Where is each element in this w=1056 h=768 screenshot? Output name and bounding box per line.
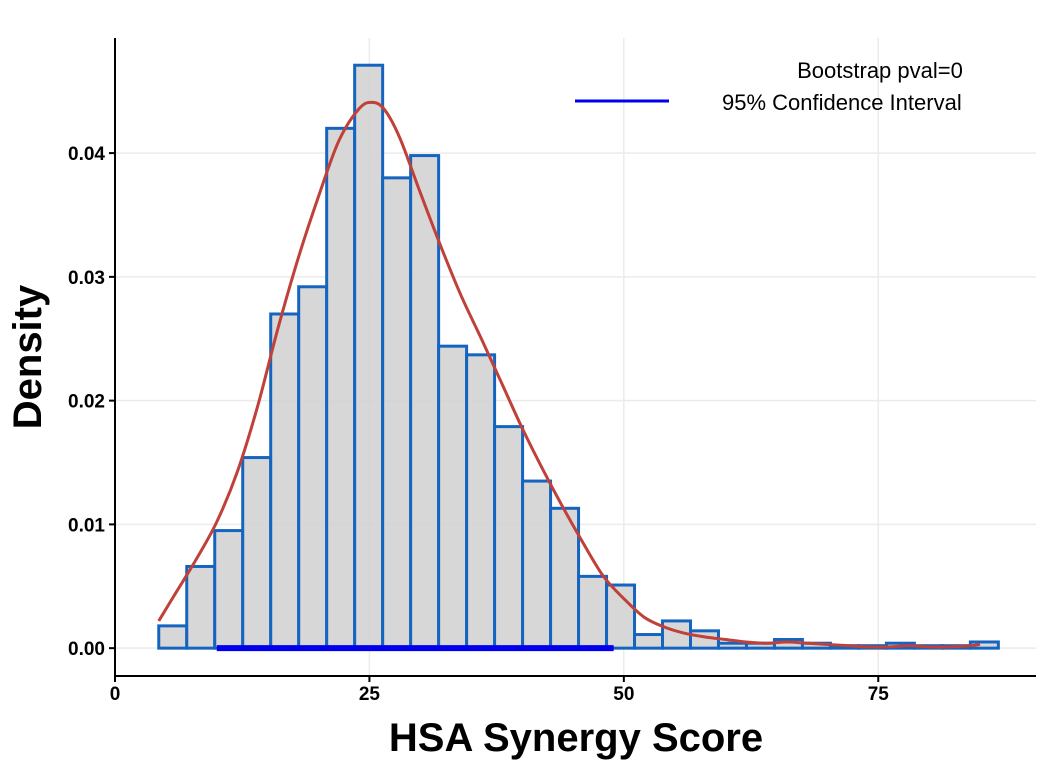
histogram-bar [716,641,748,650]
histogram-bar [325,126,357,650]
density-curve [157,100,981,649]
legend-title: Bootstrap pval=0 [797,58,963,83]
histogram-bar [437,344,469,650]
x-tick-label: 0 [110,684,121,705]
x-tick-label: 25 [359,684,381,705]
histogram-bar [465,353,497,650]
histogram-bar [521,479,553,650]
legend-ci-label: 95% Confidence Interval [722,90,962,115]
histogram-bar [381,176,413,650]
y-tick-label: 0.02 [68,392,105,413]
axes [114,38,1036,677]
legend: Bootstrap pval=0 95% Confidence Interval [575,58,963,115]
histogram-bar [577,574,609,650]
histogram-bar [409,154,441,650]
histogram-bar [353,63,385,650]
y-axis-ticks: 0.00 0.01 0.02 0.03 0.04 [68,144,115,660]
histogram-bar [493,425,525,650]
x-axis-title: HSA Synergy Score [389,716,763,760]
histogram-bar [297,285,329,650]
histogram-bar [633,633,665,650]
x-axis-ticks: 0 25 50 75 [110,676,890,705]
histogram-bar [157,624,189,650]
histogram-bar [241,456,273,650]
histogram-bar [269,312,301,650]
density-curve-group [157,100,981,649]
histogram-bar [213,529,245,650]
x-tick-label: 50 [613,684,634,705]
x-tick-label: 75 [868,684,890,705]
y-tick-label: 0.00 [68,639,105,660]
y-tick-label: 0.01 [68,515,105,536]
y-tick-label: 0.03 [68,268,105,289]
y-axis-title: Density [6,284,50,429]
histogram-bar [185,564,217,650]
y-tick-label: 0.04 [68,144,105,165]
